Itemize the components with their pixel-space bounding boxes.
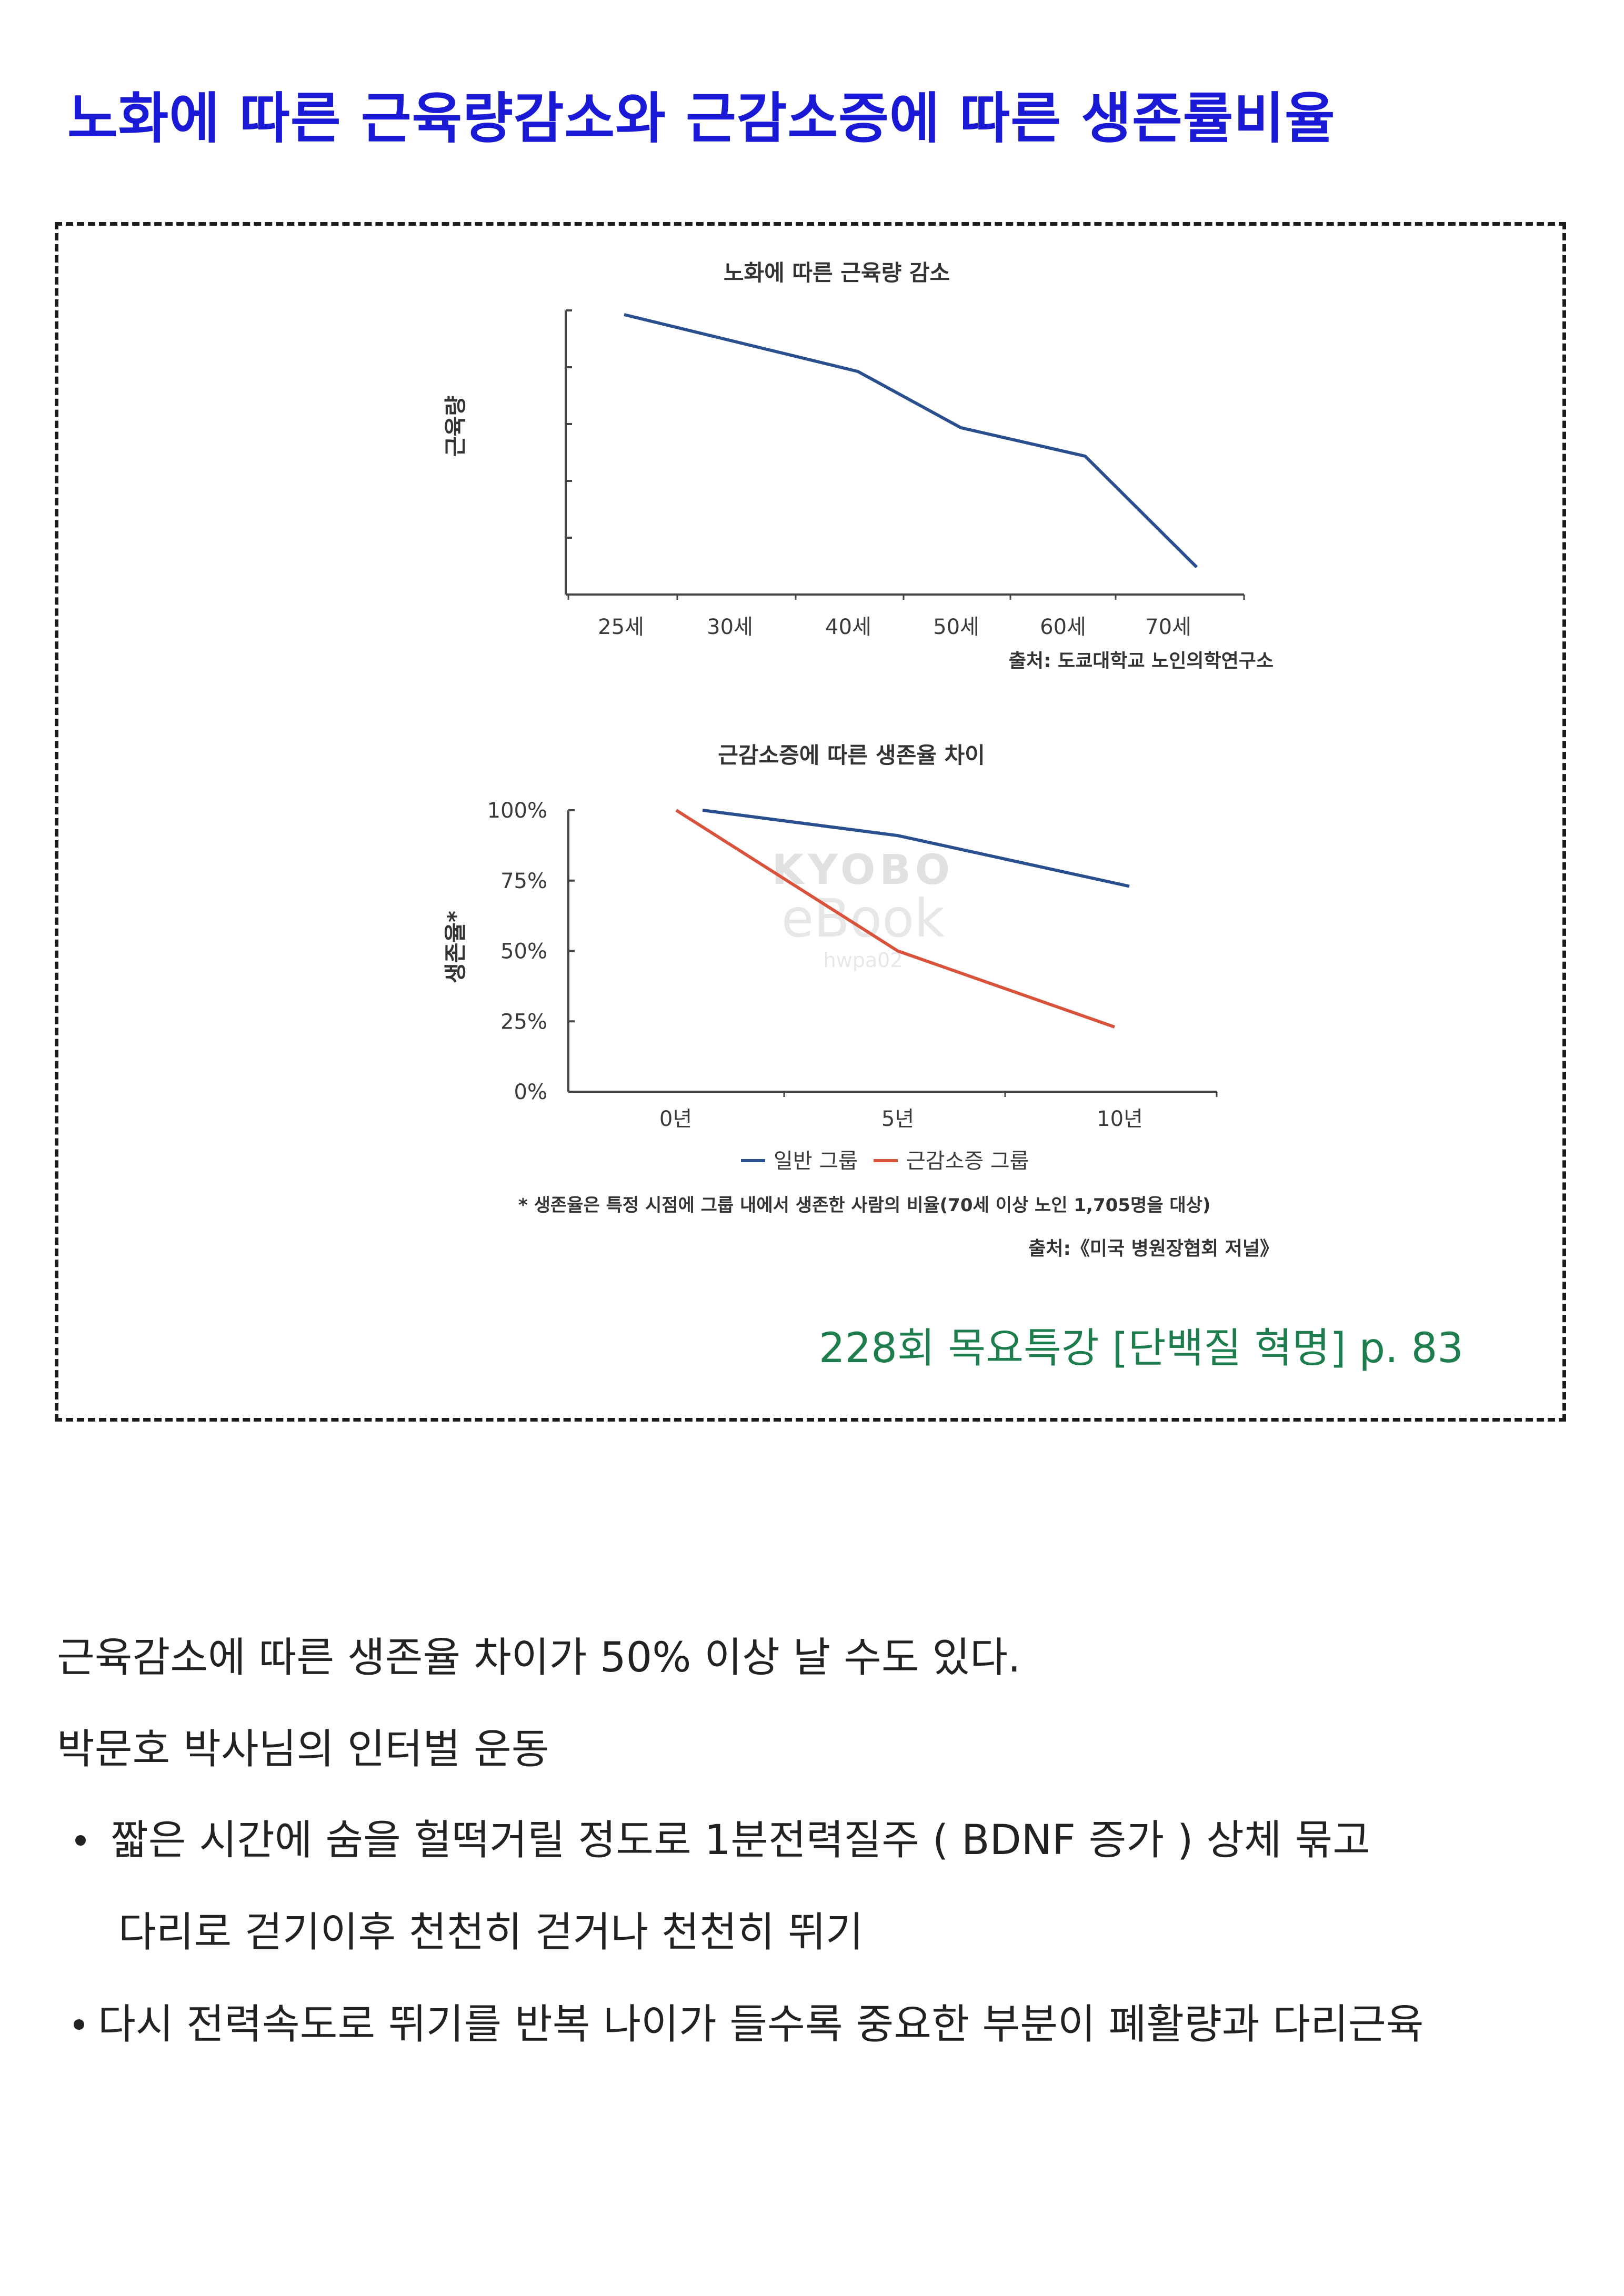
chart1-x-tick-label: 40세 — [825, 615, 871, 639]
chart2-x-tick-label: 10년 — [1097, 1107, 1143, 1131]
bullet-1-line-1: 짧은 시간에 숨을 헐떡거릴 정도로 1분전력질주 ( BDNF 증가 ) 상체… — [111, 1817, 1371, 1864]
legend-label: 일반 그룹 — [774, 1149, 858, 1173]
reference-caption: 228회 목요특강 [단백질 혁명] p. 83 — [819, 1325, 1463, 1372]
chart2-source: 출처:《미국 병원장협회 저널》 — [1028, 1238, 1279, 1260]
chart2-title: 근감소증에 따른 생존율 차이 — [718, 742, 985, 768]
chart2-x-tick-label: 5년 — [881, 1107, 914, 1131]
chart1-x-tick-label: 60세 — [1040, 615, 1086, 639]
chart2-series-line — [702, 809, 1130, 888]
page-title: 노화에 따른 근육량감소와 근감소증에 따른 생존률비율 — [67, 86, 1336, 150]
chart1-x-tick-label: 30세 — [707, 615, 753, 639]
chart2-x-tick-label: 0년 — [659, 1107, 692, 1131]
chart1-x-tick-label: 70세 — [1145, 615, 1191, 639]
watermark: KYOBO eBook hwpa02 — [772, 847, 954, 972]
body-line-2: 박문호 박사님의 인터벌 운동 — [57, 1726, 549, 1773]
chart1-source: 출처: 도쿄대학교 노인의학연구소 — [1009, 650, 1274, 672]
watermark-id: hwpa02 — [824, 949, 903, 972]
chart-figure: KYOBO eBook hwpa02 노화에 따른 근육량 감소 근육량 25세… — [443, 260, 1279, 1260]
watermark-kyobo: KYOBO — [772, 847, 954, 894]
chart2-y-tick-label: 25% — [500, 1010, 547, 1034]
chart2-y-label: 생존율* — [443, 911, 468, 983]
chart2-series-line — [675, 809, 1115, 1029]
legend-label: 근감소증 그룹 — [906, 1149, 1029, 1173]
bullet-1-line-2: 다리로 걷기이후 천천히 걷거나 천천히 뛰기 — [118, 1909, 864, 1956]
chart1-y-label: 근육량 — [443, 396, 468, 457]
survival-rate-chart: 근감소증에 따른 생존율 차이 생존율* 0% 25% 50% 75% 100% 0년 5… — [443, 742, 1279, 1260]
chart1-x-tick-label: 25세 — [598, 615, 644, 639]
chart2-y-tick-label: 0% — [514, 1080, 547, 1104]
muscle-mass-chart: 노화에 따른 근육량 감소 근육량 25세 30세 40세 50세 60세 70세 출처:… — [443, 260, 1274, 672]
chart2-y-tick-label: 100% — [487, 799, 547, 823]
bullet-2: 다시 전력속도로 뛰기를 반복 나이가 들수록 중요한 부분이 폐활량과 다리근… — [98, 2001, 1424, 2048]
chart1-x-tick-label: 50세 — [933, 615, 979, 639]
chart2-y-tick-label: 75% — [500, 869, 547, 893]
chart1-title: 노화에 따른 근육량 감소 — [724, 260, 950, 286]
chart2-footnote: * 생존율은 특정 시점에 그룹 내에서 생존한 사람의 비율(70세 이상 노… — [518, 1195, 1210, 1216]
figure-frame — [55, 222, 1566, 1422]
chart1-series-line — [624, 313, 1198, 569]
bullet-icon — [74, 2019, 84, 2030]
watermark-ebook: eBook — [781, 888, 945, 949]
chart2-y-tick-label: 50% — [500, 940, 547, 964]
body-line-1: 근육감소에 따른 생존율 차이가 50% 이상 날 수도 있다. — [57, 1634, 1021, 1681]
bullet-icon — [75, 1835, 86, 1846]
